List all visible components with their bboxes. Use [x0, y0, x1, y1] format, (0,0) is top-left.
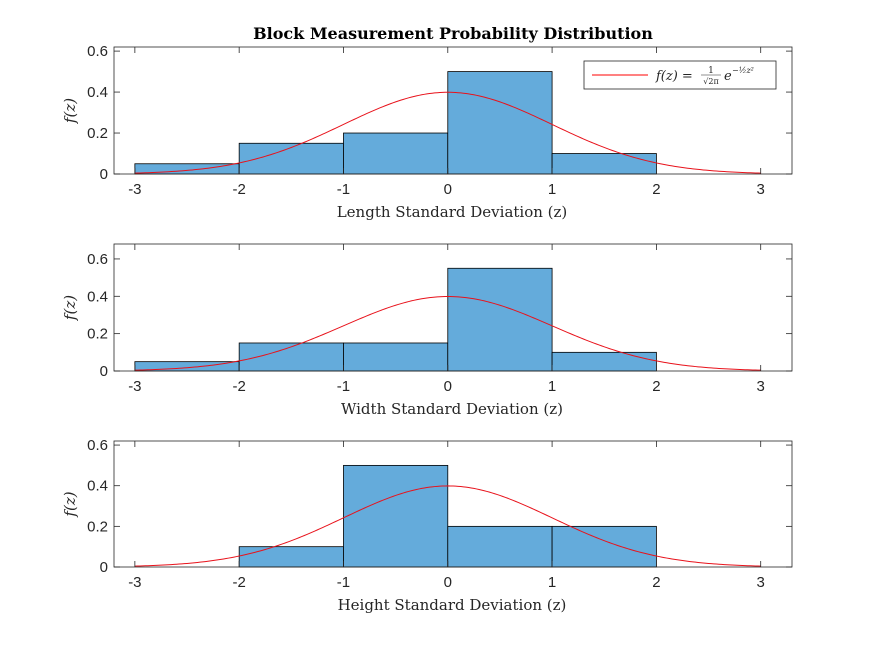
- normal-pdf-curve: [134, 295, 761, 371]
- histogram-bar: [238, 546, 344, 568]
- x-tick-label: 1: [548, 181, 556, 198]
- normal-pdf-curve: [134, 91, 761, 174]
- normal-pdf-curve: [134, 485, 761, 567]
- x-tick-label: -3: [128, 574, 141, 591]
- y-tick-label: 0.4: [87, 288, 108, 305]
- legend-exponent: −½z²: [732, 66, 754, 75]
- y-tick-label: 0.6: [87, 437, 108, 454]
- panel-1: -3 -2 -1 0 1 2 3 0 0.2 0.4 0.6 Length Standard Devi…: [61, 43, 793, 221]
- x-tick-label: 0: [444, 181, 452, 198]
- legend-frac-denominator: √2π: [703, 77, 718, 86]
- x-tick-label: 2: [652, 574, 660, 591]
- x-tick-label: 1: [548, 574, 556, 591]
- histogram-bar: [551, 153, 657, 175]
- y-tick-label: 0.2: [87, 125, 108, 142]
- y-axis-label: f(z): [61, 295, 79, 321]
- legend: f(z) = 1√2π e −½z²: [583, 60, 777, 90]
- x-tick-label: -1: [337, 378, 350, 395]
- x-tick-label: -2: [232, 378, 245, 395]
- x-tick-label: 2: [652, 181, 660, 198]
- x-tick-label: 3: [757, 181, 765, 198]
- y-tick-label: 0.4: [87, 478, 108, 495]
- y-tick-label: 0.2: [87, 326, 108, 343]
- x-tick-label: -1: [337, 181, 350, 198]
- x-tick-label: 3: [757, 378, 765, 395]
- y-axis-label: f(z): [61, 491, 79, 517]
- x-tick-label: -2: [232, 574, 245, 591]
- legend-label-prefix: f(z) =: [655, 69, 693, 84]
- axes-frame: [113, 243, 793, 372]
- y-tick-label: 0.6: [87, 251, 108, 268]
- y-tick-label: 0.6: [87, 43, 108, 60]
- histogram-bar: [551, 525, 657, 568]
- figure-title: Block Measurement Probability Distributi…: [253, 24, 653, 43]
- histogram-bar: [447, 267, 553, 372]
- legend-base: e: [724, 69, 732, 84]
- x-tick-label: 3: [757, 574, 765, 591]
- legend-frac-numerator: 1: [708, 66, 714, 76]
- y-tick-label: 0: [100, 166, 108, 183]
- x-tick-label: -1: [337, 574, 350, 591]
- x-tick-label: -3: [128, 181, 141, 198]
- y-tick-label: 0.2: [87, 518, 108, 535]
- x-tick-label: 2: [652, 378, 660, 395]
- axes-frame: [113, 46, 793, 175]
- y-tick-label: 0.4: [87, 84, 108, 101]
- x-tick-label: 1: [548, 378, 556, 395]
- x-axis-label: Height Standard Deviation (z): [338, 596, 567, 614]
- x-axis-label: Width Standard Deviation (z): [341, 400, 563, 418]
- histogram-bar: [551, 351, 657, 372]
- histogram-bar: [447, 71, 553, 175]
- histogram-bar: [343, 342, 449, 372]
- axes-frame: [113, 440, 793, 568]
- panel-3: -3 -2 -1 0 1 2 3 0 0.2 0.4 0.6 Height Standard Devi…: [61, 437, 793, 614]
- histogram-bar: [343, 132, 449, 175]
- panel-2: -3 -2 -1 0 1 2 3 0 0.2 0.4 0.6 Width Standard Devia…: [61, 243, 793, 418]
- x-tick-label: 0: [444, 378, 452, 395]
- y-tick-label: 0: [100, 559, 108, 576]
- y-tick-label: 0: [100, 363, 108, 380]
- x-tick-label: 0: [444, 574, 452, 591]
- histogram-bar: [447, 525, 553, 568]
- x-axis-label: Length Standard Deviation (z): [337, 203, 568, 221]
- x-tick-label: -3: [128, 378, 141, 395]
- histogram-bar: [343, 464, 449, 568]
- y-axis-label: f(z): [61, 98, 79, 124]
- x-tick-label: -2: [232, 181, 245, 198]
